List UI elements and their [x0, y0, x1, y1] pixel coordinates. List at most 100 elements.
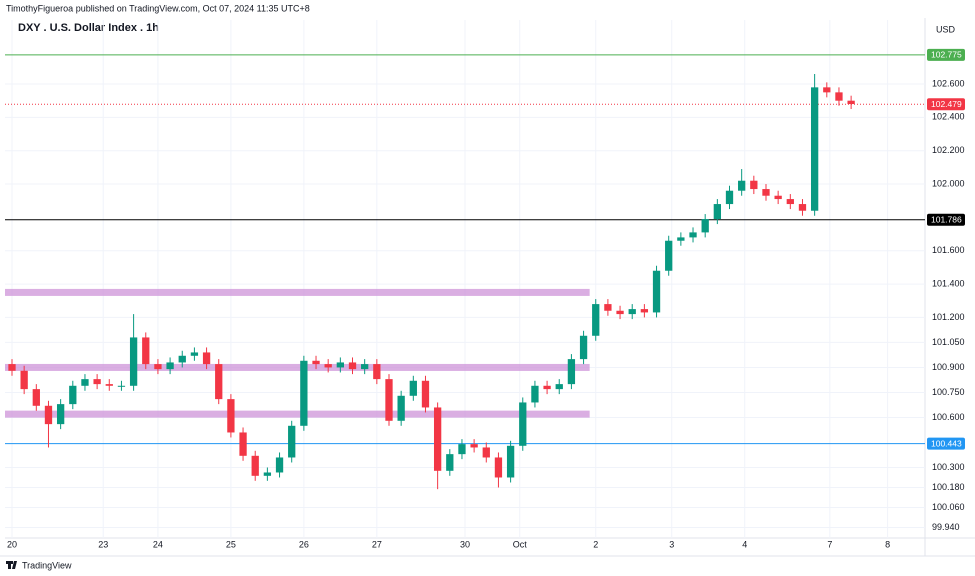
candle-body	[725, 190, 734, 205]
y-tick-label: 102.000	[932, 178, 965, 188]
candle-body	[555, 384, 563, 390]
candle-body	[847, 100, 855, 105]
candle-body	[713, 204, 721, 220]
x-tick-label: 3	[669, 539, 674, 549]
candle-body	[494, 457, 503, 478]
candle-body	[482, 447, 490, 458]
candle-body	[616, 310, 624, 315]
x-tick-label: 4	[742, 539, 747, 549]
candle-body	[385, 379, 393, 421]
candle-body	[750, 180, 758, 190]
candle-body	[543, 385, 551, 390]
candle-body	[652, 270, 661, 313]
candle-body	[105, 384, 113, 386]
candle-body	[275, 457, 284, 473]
candle-body	[20, 370, 28, 390]
candle-body	[166, 362, 174, 370]
candle-body	[592, 304, 600, 336]
y-tick-label: 99.940	[932, 522, 960, 532]
candle-body	[701, 219, 709, 233]
zone	[5, 288, 590, 296]
candle-body	[324, 364, 332, 368]
candle-body	[69, 385, 77, 405]
candle-body	[215, 364, 223, 400]
candle-body	[531, 385, 539, 403]
x-tick-label: 8	[885, 539, 890, 549]
candle-body	[665, 240, 673, 271]
candle-body	[470, 444, 478, 448]
candle-body	[762, 189, 770, 196]
candle-body	[239, 432, 247, 456]
x-tick-label: 27	[372, 539, 382, 549]
x-tick-label: 26	[299, 539, 309, 549]
y-tick-label: 102.600	[932, 78, 965, 88]
candle-body	[93, 379, 101, 385]
candle-body	[689, 232, 697, 238]
candle-body	[348, 362, 357, 370]
candle-body	[604, 304, 612, 311]
x-tick-label: 30	[460, 539, 470, 549]
y-tick-label: 100.060	[932, 502, 965, 512]
zone	[5, 410, 590, 418]
candle-body	[44, 405, 53, 425]
price-tag	[927, 98, 965, 111]
candle-body	[202, 352, 211, 365]
zone	[5, 363, 590, 371]
candle-body	[312, 360, 320, 365]
candle-body	[300, 360, 308, 426]
x-tick-label: Oct	[513, 539, 528, 549]
candle-body	[835, 92, 843, 101]
x-tick-label: 25	[226, 539, 236, 549]
candle-body	[823, 87, 831, 93]
candle-body	[677, 237, 685, 241]
candle-body	[129, 337, 138, 386]
x-tick-label: 7	[827, 539, 832, 549]
candle-body	[421, 380, 430, 408]
candle-body	[251, 455, 259, 476]
candle-body	[798, 204, 807, 211]
candle-body	[154, 364, 162, 370]
candle-body	[288, 425, 296, 458]
y-tick-label: 101.200	[932, 312, 965, 322]
candle-body	[263, 472, 272, 476]
y-tick-label: 100.750	[932, 387, 965, 397]
candle-body	[458, 444, 466, 455]
y-tick-label: 101.050	[932, 337, 965, 347]
candle-body	[81, 379, 89, 386]
candle-body	[774, 195, 782, 200]
footer-brand: TradingView	[22, 560, 72, 570]
price-tag	[927, 48, 965, 61]
publisher-note: TimothyFigueroa published on TradingView…	[6, 3, 310, 13]
x-tick-label: 23	[98, 539, 108, 549]
y-tick-label: 100.900	[932, 362, 965, 372]
candle-body	[409, 380, 417, 396]
candle-body	[397, 395, 405, 421]
candle-body	[519, 402, 527, 446]
candle-body	[738, 180, 746, 191]
tradingview-logo	[6, 561, 17, 569]
price-tag-label: 101.786	[931, 214, 962, 224]
price-tag-label: 100.443	[931, 438, 962, 448]
candle-body	[433, 407, 442, 471]
y-tick-label: 102.400	[932, 112, 965, 122]
chart-title: DXY . U.S. Dollar Index . 1h	[18, 22, 159, 34]
price-tag-label: 102.775	[931, 50, 962, 60]
candle-body	[8, 364, 16, 371]
y-tick-label: 101.400	[932, 278, 965, 288]
candle-body	[190, 352, 199, 356]
candle-body	[640, 309, 649, 313]
price-tag	[927, 213, 965, 226]
candle-body	[361, 364, 369, 370]
candle-body	[446, 454, 454, 471]
y-tick-label: 100.300	[932, 462, 965, 472]
x-tick-label: 20	[7, 539, 17, 549]
y-tick-label: 100.180	[932, 482, 965, 492]
candle-body	[336, 362, 344, 368]
y-tick-label: 100.600	[932, 412, 965, 422]
price-tag-label: 102.479	[931, 99, 962, 109]
candle-body	[32, 389, 40, 406]
x-tick-label: 2	[593, 539, 598, 549]
x-tick-label: 24	[153, 539, 163, 549]
